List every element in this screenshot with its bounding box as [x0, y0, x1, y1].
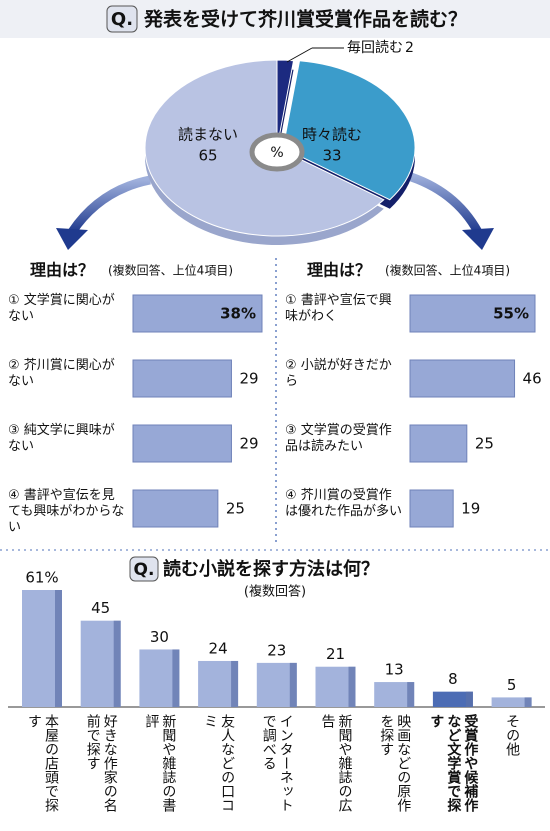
category-label: ② 小説が好きだから: [285, 358, 392, 389]
slice-label: 時々読む: [302, 126, 362, 144]
bar: [409, 424, 468, 463]
slice-label: 読まない: [178, 126, 238, 144]
bar-edge: [172, 649, 180, 707]
arrow-head: [56, 228, 88, 250]
value-label: 38%: [220, 305, 256, 323]
bar-edge: [55, 590, 62, 707]
category-label: 映画などの原作を探す: [378, 714, 412, 812]
value-label: 25: [475, 435, 494, 453]
chart-title: 理由は？: [307, 261, 371, 280]
category-label: ④ 書評や宣伝を見ても興味がわからない: [8, 488, 125, 535]
bar: [409, 294, 536, 333]
value-label: 23: [267, 641, 286, 659]
bar-edge: [231, 660, 239, 707]
category-label: 本屋の店頭で探す: [26, 714, 59, 812]
bar: [491, 697, 532, 707]
bar-edge: [113, 620, 121, 707]
bar-edge: [348, 666, 356, 707]
arrow: [403, 170, 482, 235]
value-label: 45: [91, 599, 110, 617]
chart-title: 読む小説を探す方法は何？: [163, 558, 379, 580]
unit-label: %: [270, 145, 283, 161]
bar-edge: [524, 697, 532, 707]
bar: [132, 359, 232, 398]
bar-edge: [407, 682, 415, 707]
arrow: [68, 175, 151, 235]
bar: [432, 691, 473, 707]
value-label: 61%: [25, 569, 58, 587]
arrow-head: [462, 228, 494, 250]
bar: [132, 294, 263, 333]
bar-edge: [465, 691, 473, 707]
slice-label: 毎回読む: [347, 39, 403, 56]
pie-slice: [282, 60, 416, 201]
value-label: 46: [523, 370, 542, 388]
category-label: ③ 純文学に興味がない: [8, 423, 115, 454]
category-label: 受賞作や候補作など文学賞で探す: [428, 714, 479, 812]
value-label: 30: [150, 628, 169, 646]
leader-line: [286, 47, 313, 63]
chart-title: 理由は？: [30, 261, 94, 280]
value-label: 24: [209, 639, 228, 657]
slice-value: 2: [405, 40, 414, 56]
q-badge: [129, 556, 159, 582]
subtitle: (複数回答、上位4項目): [385, 263, 510, 278]
category-label: ③ 文学賞の受賞作品は読みたい: [285, 423, 392, 454]
category-label: ② 芥川賞に関心がない: [8, 358, 115, 389]
category-label: 新聞や雑誌の広告: [319, 714, 353, 812]
value-label: 55%: [493, 305, 529, 323]
slice-value: 65: [198, 147, 217, 165]
category-label: インターネットで調べる: [260, 714, 294, 812]
subtitle: (複数回答、上位4項目): [108, 263, 233, 278]
subtitle: (複数回答): [244, 584, 306, 600]
bar: [132, 489, 219, 528]
value-label: 25: [226, 500, 245, 518]
q-badge: [106, 5, 138, 33]
slice-value: 33: [322, 147, 341, 165]
bar-edge: [289, 662, 297, 707]
bar: [409, 359, 516, 398]
category-label: ① 書評や宣伝で興味がわく: [285, 293, 392, 324]
chart-title: 発表を受けて芥川賞受賞作品を読む？: [143, 8, 467, 31]
bar: [409, 489, 454, 528]
value-label: 13: [385, 661, 404, 679]
value-label: 21: [326, 645, 345, 663]
pie-hole: [249, 132, 305, 172]
category-label: 新聞や雑誌の書評: [143, 714, 177, 812]
category-label: 友人などの口コミ: [202, 714, 236, 812]
value-label: 29: [239, 435, 258, 453]
title-prefix: Q.: [111, 9, 133, 30]
value-label: 5: [507, 676, 517, 694]
value-label: 19: [461, 500, 480, 518]
value-label: 29: [239, 370, 258, 388]
title-band: [0, 0, 550, 38]
category-label: ① 文学賞に関心がない: [8, 293, 115, 324]
title-prefix: Q.: [134, 560, 155, 580]
bar: [132, 424, 232, 463]
category-label: 好きな作家の名前で探す: [84, 714, 118, 812]
category-label: ④ 芥川賞の受賞作は優れた作品が多い: [285, 488, 403, 519]
category-label: その他: [504, 714, 521, 756]
value-label: 8: [448, 670, 458, 688]
